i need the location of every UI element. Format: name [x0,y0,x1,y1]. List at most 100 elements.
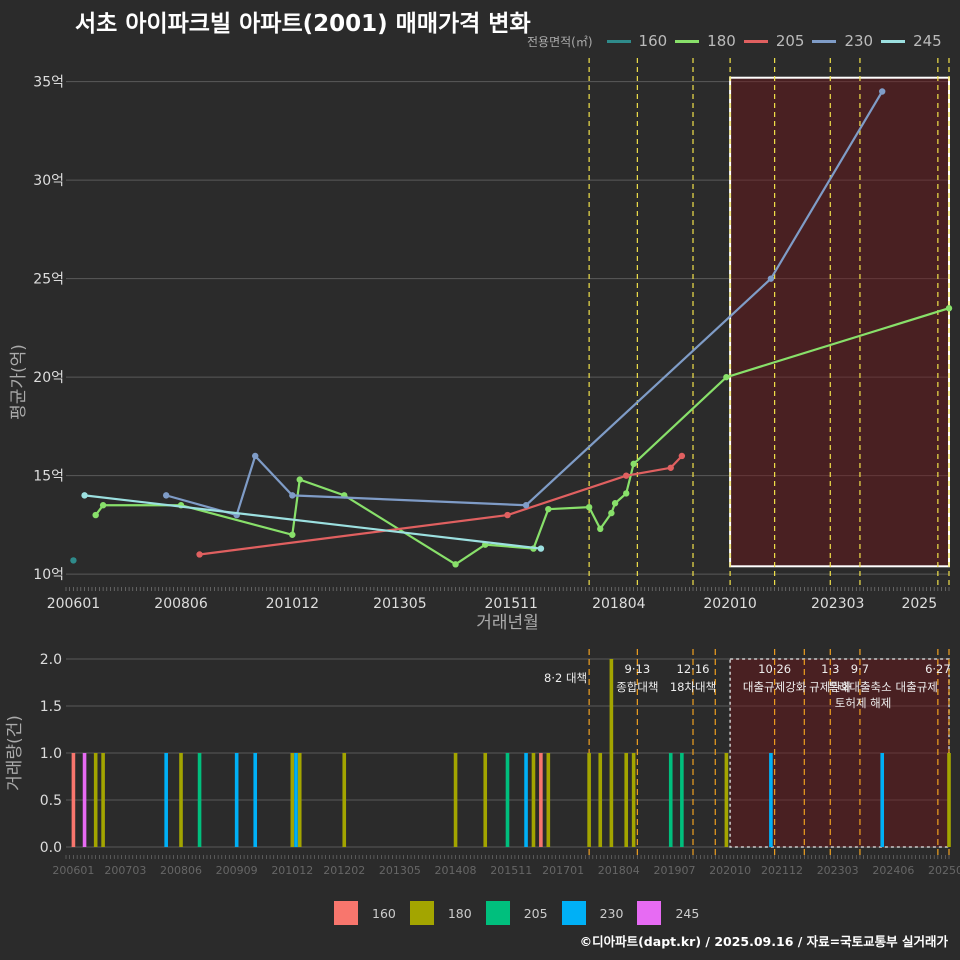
data-point-230 [879,88,886,95]
volume-bar-205 [680,753,684,847]
bar-x-tick-label: 200806 [160,864,202,877]
data-point-180 [945,305,953,312]
bar-y-axis-label: 거래량(건) [5,715,25,791]
bar-x-tick-label: 200909 [216,864,258,877]
volume-bar-245 [82,753,87,847]
bar-legend-swatch-160 [334,901,358,925]
bar-y-tick-label: 1.5 [40,699,62,715]
bar-legend-label-205: 205 [523,905,548,921]
x-tick-label: 201305 [373,596,426,612]
y-tick-label: 20억 [33,370,64,386]
volume-bar-205 [197,753,202,847]
bar-y-tick-label: 1.0 [40,746,62,762]
policy-annotation: 종합대책 [616,680,658,694]
policy-annotation: 규제완화 [809,680,852,694]
bar-legend-label-180: 180 [447,905,472,921]
x-tick-label: 200806 [154,596,208,612]
bar-x-tick-label: 201305 [379,864,421,877]
y-tick-label: 30억 [33,173,64,189]
data-point-180 [289,531,296,538]
policy-annotation: 8·2 대책 [544,671,587,685]
bar-x-tick-label: 202010 [709,864,751,877]
volume-bar-180 [93,753,98,847]
policy-date-label: 12·16 [677,662,710,676]
bar-legend-swatch-180 [409,901,434,925]
data-point-180 [611,500,619,507]
series-line-180 [94,307,949,566]
volume-bar-230 [524,753,528,847]
data-point-205 [504,511,511,519]
data-point-180 [597,525,604,533]
bar-legend-item-180: 180 [409,901,472,925]
volume-bar-230 [234,753,239,847]
data-point-160 [70,557,77,564]
volume-bar-180 [724,753,729,847]
volume-bar-230 [164,753,168,847]
bar-x-tick-label: 201202 [323,864,365,877]
legend-line-160 [606,39,631,43]
volume-bar-180 [947,753,951,847]
credit-line: ©디아파트(dapt.kr) / 2025.09.16 / 자료=국토교통부 실… [579,934,948,949]
policy-date-label: 9·13 [625,662,651,676]
x-tick-label: 201511 [484,596,537,612]
legend-label-245: 245 [913,32,942,50]
highlight-box [729,76,950,568]
volume-bar-180 [297,753,302,847]
legend-item-160: 160 [606,32,667,50]
bar-y-tick-label: 2.0 [40,652,62,668]
data-point-230 [289,492,296,499]
legend-item-230: 230 [812,32,873,50]
data-point-230 [162,492,170,499]
data-point-180 [452,561,459,568]
bar-highlight-box [729,658,950,848]
volume-bar-205 [668,753,673,847]
bottom-legend: 160 180 205 230 245 [334,901,713,925]
data-point-205 [667,464,674,471]
legend-label-205: 205 [775,32,805,50]
legend-item-205: 205 [743,32,805,50]
legend-item-245: 245 [881,32,942,50]
legend-label-230: 230 [844,32,874,50]
y-tick-label: 35억 [33,75,64,91]
volume-bar-180 [290,753,295,847]
volume-bar-180 [483,753,488,847]
bar-legend-item-230: 230 [561,901,624,925]
bar-x-tick-label: 202406 [872,864,914,877]
legend-label-180: 180 [707,32,736,50]
bar-x-tick-label: 201804 [598,864,640,877]
bar-x-tick-label: 202509 [928,864,960,877]
x-tick-label: 201804 [592,596,646,612]
data-point-180 [296,476,303,483]
bar-x-tick-label: 200703 [104,864,146,877]
y-tick-label: 25억 [33,272,64,288]
volume-bar-160 [71,753,76,847]
volume-bar-230 [769,753,773,847]
policy-annotation: 특례대출축소 [828,680,891,694]
data-point-180 [99,502,107,509]
volume-bar-180 [546,753,551,847]
volume-bar-180 [179,753,183,847]
data-point-180 [92,511,99,519]
y-tick-label: 10억 [33,567,64,583]
policy-annotation: 대출규제 [896,680,938,694]
volume-bar-230 [294,753,298,847]
policy-annotation: 토허제 해제 [835,696,892,710]
x-tick-label: 2025 [901,596,937,612]
volume-bar-180 [631,753,636,847]
volume-bar-230 [253,753,258,847]
policy-date-label: 1·3 [821,662,839,676]
data-point-180 [545,505,552,513]
bar-y-tick-label: 0.0 [40,840,62,856]
x-tick-label: 202010 [703,596,756,612]
legend-item-180: 180 [675,32,736,50]
policy-date-label: 6·27 [925,662,951,676]
bar-legend-label-230: 230 [599,905,624,921]
volume-bar-180 [587,753,591,847]
policy-annotation: 18차대책 [670,680,716,694]
data-point-245 [537,545,545,552]
policy-date-label: 9·7 [851,662,869,676]
bar-legend-swatch-230 [561,901,586,925]
volume-bar-205 [505,753,510,847]
volume-bar-180 [624,753,629,847]
